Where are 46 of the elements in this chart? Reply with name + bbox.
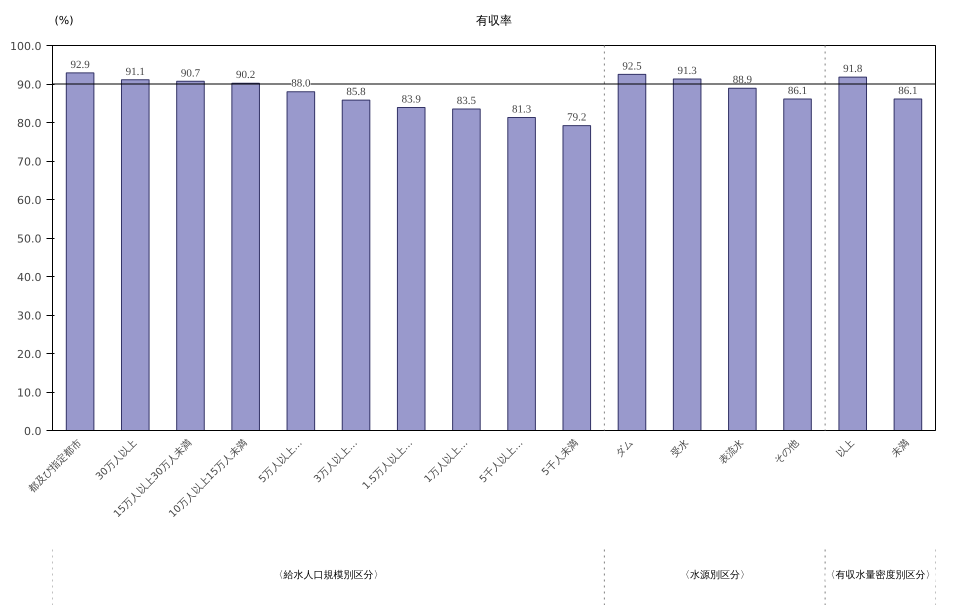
y-tick-label: 10.0 <box>17 386 42 400</box>
y-tick-label: 0.0 <box>24 425 42 438</box>
x-tick-label: 表流水 <box>716 436 746 467</box>
x-tick-label: ダム <box>613 436 636 460</box>
data-label: 91.1 <box>126 66 145 78</box>
y-tick-label: 90.0 <box>17 78 42 92</box>
data-label: 83.9 <box>402 93 422 106</box>
data-label: 83.5 <box>456 95 477 108</box>
data-label: 91.8 <box>843 63 863 76</box>
x-tick-label: 30万人以上 <box>93 436 140 483</box>
data-label: 88.0 <box>291 78 311 90</box>
x-tick-label: 5万人以上… <box>256 436 305 486</box>
data-label: 86.1 <box>788 85 808 98</box>
y-tick-label: 70.0 <box>17 156 42 168</box>
x-tick-label: 受水 <box>668 436 692 460</box>
y-tick-label: 40.0 <box>17 271 42 284</box>
text: 〈水源別区分〉 <box>680 569 750 581</box>
x-tick-label: 未満 <box>889 436 912 460</box>
data-label: 92.9 <box>70 58 90 71</box>
x-tick-label: 3万人以上… <box>312 436 360 486</box>
x-tick-label: 1万人以上… <box>422 436 470 486</box>
x-tick-label: その他 <box>772 436 802 467</box>
x-tick-label: 1.5万人以上… <box>360 436 416 492</box>
data-label: 88.9 <box>732 74 752 86</box>
data-label: 85.8 <box>346 86 366 98</box>
y-axis-title: (%) <box>54 14 74 27</box>
data-label: 91.3 <box>678 64 698 77</box>
data-label: 79.2 <box>567 112 586 124</box>
data-label: 90.2 <box>236 69 256 82</box>
y-tick-label: 30.0 <box>17 310 42 322</box>
x-tick-label: 5千人未満 <box>539 436 581 478</box>
y-tick-label: 60.0 <box>17 194 42 207</box>
data-label: 81.3 <box>512 103 532 116</box>
text: 〈給水人口規模別区分〉 <box>273 569 384 581</box>
text: 〈有収水量密度別区分〉 <box>825 569 936 581</box>
chart-title: 有収率 <box>476 14 512 28</box>
data-label: 92.5 <box>622 60 642 72</box>
y-tick-label: 20.0 <box>17 348 42 361</box>
y-tick-label: 80.0 <box>17 117 42 130</box>
x-tick-label: 以上 <box>834 436 857 460</box>
x-tick-label: 都及び指定都市 <box>26 436 84 495</box>
data-label: 90.7 <box>180 67 201 80</box>
y-tick-label: 100.0 <box>10 40 42 53</box>
y-tick-label: 50.0 <box>17 232 42 246</box>
x-tick-label: 5千人以上… <box>477 436 526 486</box>
data-label: 86.1 <box>898 85 918 98</box>
